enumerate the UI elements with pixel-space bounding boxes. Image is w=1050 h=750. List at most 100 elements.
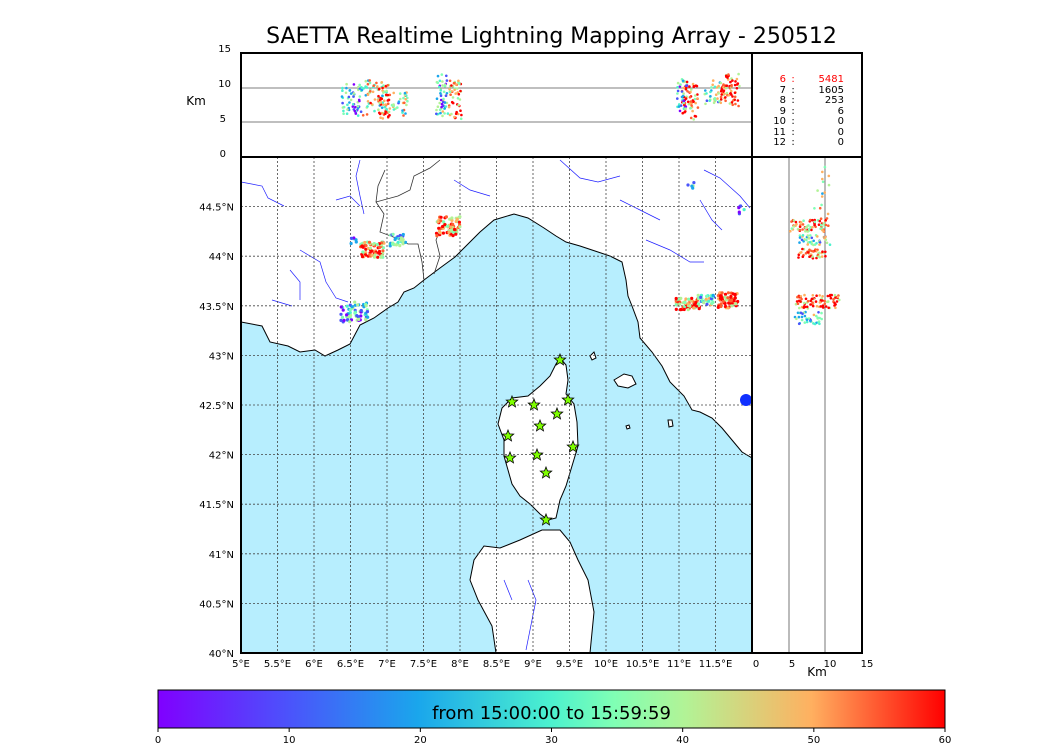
altitude-source: [828, 293, 832, 297]
altitude-source: [691, 82, 695, 86]
altitude-source: [405, 103, 408, 107]
altitude-source: [436, 74, 440, 78]
altitude-source: [835, 300, 839, 303]
lightning-source: [726, 296, 730, 300]
lightning-source: [707, 299, 711, 303]
lat-tick-label: 44°N: [209, 252, 234, 263]
lightning-source: [376, 255, 380, 259]
lightning-source: [401, 239, 405, 244]
lon-tick-label: 11°E: [667, 659, 691, 670]
altitude-longitude-panel: [240, 52, 753, 158]
altitude-stat-row: 10: 0: [756, 116, 860, 128]
altitude-source: [402, 96, 405, 100]
lat-tick-label: 41.5°N: [199, 500, 234, 511]
altitude-source: [345, 112, 349, 115]
top-ytick-5: 5: [220, 114, 226, 125]
altitude-source: [438, 108, 442, 112]
altitude-source: [826, 212, 830, 216]
lightning-source: [702, 301, 706, 305]
altitude-source: [834, 306, 837, 310]
lightning-source: [736, 299, 740, 304]
altitude-source: [798, 241, 801, 244]
altitude-source: [803, 238, 806, 241]
altitude-source: [682, 86, 686, 90]
altitude-source: [798, 251, 802, 255]
altitude-source: [689, 90, 692, 94]
lightning-source: [360, 244, 364, 248]
altitude-source: [809, 320, 812, 323]
lightning-source: [349, 241, 353, 246]
altitude-source: [375, 81, 378, 85]
altitude-source: [352, 95, 355, 98]
altitude-source: [722, 89, 726, 92]
altitude-source: [341, 89, 344, 92]
altitude-source: [436, 112, 440, 116]
altitude-source: [457, 79, 460, 83]
altitude-source: [821, 192, 824, 195]
stat-altitude: 7: [779, 84, 786, 96]
altitude-source: [691, 109, 694, 113]
lightning-source: [727, 301, 731, 305]
altitude-source: [722, 83, 725, 86]
altitude-source: [733, 83, 737, 87]
altitude-source: [792, 225, 796, 228]
altitude-source: [351, 105, 355, 108]
altitude-source: [376, 98, 380, 101]
top-ytick-10: 10: [218, 79, 231, 90]
altitude-source: [402, 114, 405, 117]
altitude-source: [824, 250, 827, 254]
altitude-source: [806, 299, 810, 303]
altitude-source: [736, 99, 740, 102]
altitude-source: [676, 92, 679, 95]
altitude-source: [730, 101, 734, 104]
altitude-source: [720, 93, 723, 96]
altitude-source: [440, 73, 444, 76]
lightning-source: [455, 217, 459, 221]
altitude-source: [819, 227, 822, 231]
altitude-source: [692, 85, 696, 89]
altitude-source: [713, 85, 717, 89]
altitude-source: [724, 86, 728, 90]
lon-tick-label: 7.5°E: [410, 659, 437, 670]
station-star-icon: [505, 394, 519, 408]
altitude-source: [403, 101, 406, 105]
altitude-source: [704, 89, 707, 92]
lightning-source: [371, 242, 375, 246]
lightning-source: [435, 234, 439, 238]
altitude-source: [376, 85, 379, 88]
altitude-source: [693, 114, 697, 118]
lightning-source: [705, 302, 709, 306]
altitude-source: [354, 105, 357, 109]
lightning-source: [686, 308, 690, 312]
altitude-source: [378, 101, 382, 105]
station-star-icon: [550, 406, 564, 420]
altitude-stat-row: 7: 1605: [756, 84, 860, 97]
altitude-source: [798, 225, 802, 228]
lightning-source: [339, 312, 343, 316]
altitude-source: [381, 89, 384, 92]
altitude-source: [819, 217, 823, 220]
lightning-source: [690, 184, 694, 188]
altitude-source: [808, 255, 811, 258]
altitude-source: [723, 92, 726, 96]
altitude-source: [811, 294, 815, 297]
altitude-source: [450, 112, 453, 116]
altitude-source: [679, 83, 682, 86]
altitude-source: [392, 103, 395, 106]
altitude-source: [679, 104, 683, 107]
lightning-source: [719, 302, 723, 306]
altitude-source: [347, 95, 351, 99]
altitude-source: [818, 243, 821, 246]
altitude-source: [688, 96, 692, 99]
altitude-source: [458, 98, 462, 101]
altitude-source: [694, 84, 698, 87]
lightning-source: [367, 240, 372, 244]
lon-tick-label: 6°E: [305, 659, 323, 670]
altitude-source: [401, 109, 404, 112]
lightning-source: [364, 244, 368, 248]
lightning-source: [719, 294, 723, 298]
altitude-source: [719, 95, 723, 99]
altitude-source: [820, 311, 823, 315]
lightning-source: [388, 244, 392, 248]
lon-tick-label: 5°E: [232, 659, 250, 670]
